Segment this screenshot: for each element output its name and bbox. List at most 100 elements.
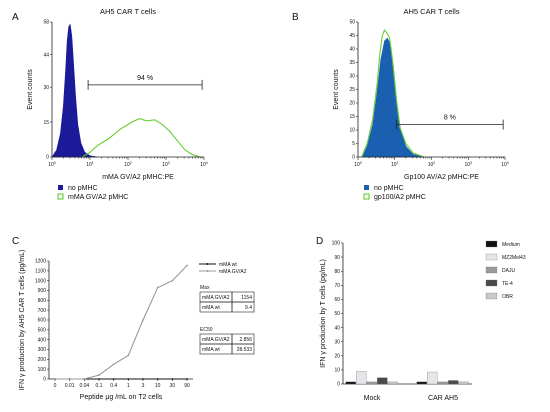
y-tick-label: 20 xyxy=(334,354,340,360)
histogram-outline-2 xyxy=(361,29,425,158)
y-tick-label: 30 xyxy=(43,85,49,91)
data-point xyxy=(186,264,188,267)
legend-swatch xyxy=(485,266,498,274)
y-tick-label: 1100 xyxy=(35,269,46,275)
legend-swatch xyxy=(363,193,370,200)
bar-DAJU xyxy=(366,381,377,385)
y-tick-label: 45 xyxy=(349,33,355,39)
data-point xyxy=(171,378,174,380)
x-tick-label: 104 xyxy=(501,161,509,168)
y-tick-label: 30 xyxy=(334,339,340,345)
chart-title: AH5 CAR T cells xyxy=(100,7,156,16)
bar-MZ2Mel43 xyxy=(427,371,438,385)
panel-label-c: C xyxy=(12,236,19,247)
x-tick-label: 1 xyxy=(127,383,130,389)
legend-label: DAJU xyxy=(502,268,515,274)
y-tick-label: 35 xyxy=(349,60,355,66)
data-point xyxy=(68,378,71,380)
data-point xyxy=(142,319,144,321)
x-tick-label: Mock xyxy=(364,395,381,402)
legend-label: OBR xyxy=(502,294,513,300)
legend-label: no pMHC xyxy=(68,185,98,192)
gate-label: 8 % xyxy=(444,115,456,122)
histogram-a: AH5 CAR T cells 0 15 30 44 58 100 101 102 103 104 9… xyxy=(27,7,208,201)
y-tick-label: 70 xyxy=(334,283,340,289)
panel-label-d: D xyxy=(316,236,323,247)
y-tick-label: 58 xyxy=(43,20,49,26)
y-tick-label: 700 xyxy=(38,308,47,314)
legend-swatch xyxy=(485,253,498,261)
y-tick-label: 30 xyxy=(349,74,355,80)
histogram-b: AH5 CAR T cells 0 5 10 15 20 25 30 35 40 45 50 100 10… xyxy=(333,7,509,201)
y-tick-label: 0 xyxy=(337,382,340,388)
data-point xyxy=(171,279,174,282)
legend-label: TE-4 xyxy=(502,281,513,287)
legend-swatch xyxy=(485,240,498,248)
x-axis-label: Peptide μg /mL on T2 cells xyxy=(80,394,163,401)
y-tick-label: 80 xyxy=(334,269,340,275)
x-tick-label: 100 xyxy=(354,161,362,168)
y-tick-label: 50 xyxy=(349,20,355,26)
data-point xyxy=(186,378,188,380)
table-row-label: mMA GV/A2 xyxy=(202,337,230,343)
legend-swatch xyxy=(58,185,63,190)
x-tick-label: CAR AH5 xyxy=(428,395,458,402)
gate-label: 94 % xyxy=(137,75,153,82)
y-tick-label: 600 xyxy=(38,318,47,324)
data-point xyxy=(156,286,159,289)
y-tick-label: 800 xyxy=(38,298,47,304)
data-point xyxy=(127,354,130,357)
y-tick-label: 300 xyxy=(38,347,47,353)
y-axis-label: Event counts xyxy=(27,69,34,110)
bar-Medium xyxy=(416,381,427,385)
y-tick-label: 1000 xyxy=(35,278,46,284)
table-row-value: 9.4 xyxy=(245,305,252,311)
y-tick-label: 500 xyxy=(38,328,47,334)
y-tick-label: 44 xyxy=(43,52,49,58)
table-title: EC50 xyxy=(200,327,213,333)
panel-label-a: A xyxy=(12,12,19,23)
bar-TE-4 xyxy=(377,377,388,385)
legend-label: Medium xyxy=(502,242,520,248)
x-tick-label: 101 xyxy=(86,161,94,168)
y-tick-label: 15 xyxy=(349,114,355,120)
table-row-label: mMA GV/A2 xyxy=(202,295,230,301)
y-tick-label: 60 xyxy=(334,297,340,303)
y-tick-label: 10 xyxy=(334,368,340,374)
x-tick-label: 100 xyxy=(48,161,56,168)
x-tick-label: 0.1 xyxy=(96,383,103,389)
data-point xyxy=(142,378,144,380)
data-point xyxy=(156,378,159,380)
y-tick-label: 900 xyxy=(38,288,47,294)
legend-swatch xyxy=(57,193,64,200)
table-cell xyxy=(231,301,255,313)
y-tick-label: 100 xyxy=(332,241,341,247)
x-tick-label: 102 xyxy=(428,161,436,168)
histogram-fill-1 xyxy=(51,23,98,158)
y-tick-label: 40 xyxy=(349,47,355,53)
x-tick-label: 3 xyxy=(142,383,145,389)
table-row-value: 2.856 xyxy=(239,337,252,343)
y-tick-label: 0 xyxy=(352,155,355,161)
x-tick-label: 103 xyxy=(464,161,472,168)
table-row-value: 28.533 xyxy=(237,347,253,353)
histogram-fill-1 xyxy=(361,37,425,158)
y-axis-label: Event counts xyxy=(333,69,340,110)
table-cell xyxy=(231,343,255,355)
x-tick-label: 103 xyxy=(162,161,170,168)
legend-label: MZ2Mel43 xyxy=(502,255,526,261)
bar-MZ2Mel43 xyxy=(356,371,367,385)
x-tick-label: 90 xyxy=(184,383,190,389)
legend-label: mMA wt xyxy=(219,262,237,268)
panel-label-b: B xyxy=(292,12,299,23)
y-tick-label: 50 xyxy=(334,311,340,317)
y-tick-label: 400 xyxy=(38,337,47,343)
y-axis-label: IFN γ production by T cells (pg/mL) xyxy=(320,259,327,368)
x-tick-label: 0 xyxy=(54,383,57,389)
x-tick-label: 101 xyxy=(391,161,399,168)
x-tick-label: 104 xyxy=(200,161,208,168)
x-tick-label: 10 xyxy=(155,383,161,389)
bar-chart: 0 10 20 30 40 50 60 70 80 90 100 Mock CAR AH5 IFN γ p… xyxy=(320,241,526,402)
data-point xyxy=(112,378,115,380)
